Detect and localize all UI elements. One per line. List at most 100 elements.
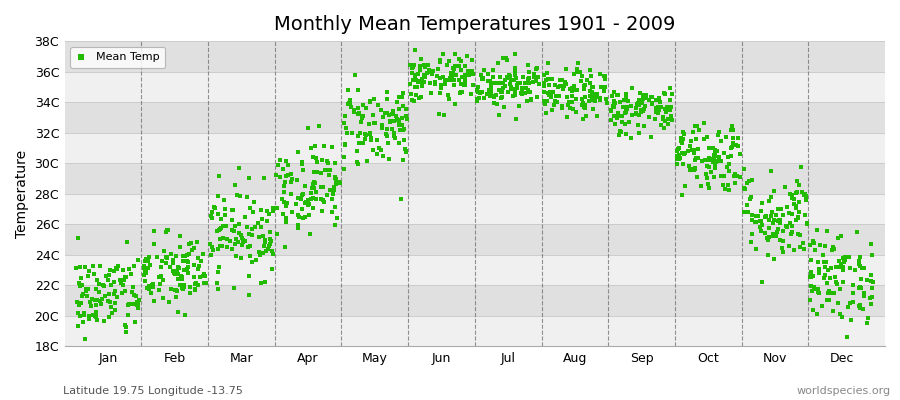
Mean Temp bbox=[569, 109, 583, 115]
Mean Temp bbox=[347, 72, 362, 78]
Mean Temp bbox=[417, 79, 431, 85]
Mean Temp bbox=[75, 282, 89, 288]
Mean Temp bbox=[844, 317, 859, 324]
Mean Temp bbox=[528, 66, 543, 72]
Mean Temp bbox=[140, 285, 155, 292]
Mean Temp bbox=[380, 133, 394, 139]
Mean Temp bbox=[245, 232, 259, 238]
Mean Temp bbox=[733, 150, 747, 157]
Mean Temp bbox=[96, 283, 111, 290]
Mean Temp bbox=[234, 232, 248, 238]
Mean Temp bbox=[761, 225, 776, 231]
Mean Temp bbox=[163, 251, 177, 257]
Mean Temp bbox=[504, 84, 518, 90]
Mean Temp bbox=[242, 272, 256, 279]
Mean Temp bbox=[538, 110, 553, 116]
Mean Temp bbox=[615, 129, 629, 135]
Mean Temp bbox=[176, 286, 190, 292]
Mean Temp bbox=[162, 264, 176, 270]
Mean Temp bbox=[688, 164, 703, 171]
Mean Temp bbox=[749, 219, 763, 225]
Mean Temp bbox=[366, 112, 381, 118]
Mean Temp bbox=[517, 74, 531, 80]
Mean Temp bbox=[438, 77, 453, 83]
Mean Temp bbox=[382, 112, 396, 118]
Mean Temp bbox=[866, 279, 880, 285]
Mean Temp bbox=[388, 135, 402, 142]
Mean Temp bbox=[580, 77, 594, 83]
Mean Temp bbox=[337, 165, 351, 172]
Mean Temp bbox=[663, 97, 678, 104]
Mean Temp bbox=[255, 216, 269, 222]
Mean Temp bbox=[754, 222, 769, 228]
Mean Temp bbox=[807, 247, 822, 254]
Mean Temp bbox=[98, 293, 112, 300]
Mean Temp bbox=[316, 197, 330, 204]
Mean Temp bbox=[792, 232, 806, 238]
Mean Temp bbox=[609, 115, 624, 121]
Mean Temp bbox=[433, 57, 447, 63]
Mean Temp bbox=[708, 158, 723, 165]
Mean Temp bbox=[525, 96, 539, 102]
Mean Temp bbox=[374, 147, 388, 153]
Mean Temp bbox=[676, 136, 690, 142]
Mean Temp bbox=[699, 170, 714, 177]
Mean Temp bbox=[497, 104, 511, 110]
Mean Temp bbox=[303, 196, 318, 202]
Mean Temp bbox=[176, 284, 191, 290]
Mean Temp bbox=[493, 80, 508, 87]
Mean Temp bbox=[720, 154, 734, 160]
Legend: Mean Temp: Mean Temp bbox=[70, 47, 165, 68]
Mean Temp bbox=[211, 245, 225, 252]
Mean Temp bbox=[78, 264, 93, 270]
Mean Temp bbox=[714, 173, 728, 180]
Mean Temp bbox=[520, 98, 535, 104]
Mean Temp bbox=[660, 104, 674, 110]
Mean Temp bbox=[604, 107, 618, 114]
Mean Temp bbox=[167, 287, 182, 293]
Mean Temp bbox=[252, 252, 266, 258]
Mean Temp bbox=[212, 264, 226, 270]
Mean Temp bbox=[143, 262, 157, 268]
Mean Temp bbox=[280, 200, 294, 207]
Mean Temp bbox=[836, 259, 850, 266]
Mean Temp bbox=[607, 98, 621, 104]
Mean Temp bbox=[277, 188, 292, 195]
Mean Temp bbox=[409, 77, 423, 84]
Mean Temp bbox=[407, 97, 421, 104]
Mean Temp bbox=[410, 78, 425, 84]
Mean Temp bbox=[412, 63, 427, 70]
Mean Temp bbox=[500, 57, 514, 63]
Mean Temp bbox=[619, 130, 634, 137]
Mean Temp bbox=[310, 159, 324, 165]
Mean Temp bbox=[320, 167, 335, 173]
Mean Temp bbox=[562, 98, 577, 105]
Mean Temp bbox=[608, 100, 622, 106]
Mean Temp bbox=[93, 263, 107, 269]
Mean Temp bbox=[740, 202, 754, 208]
Mean Temp bbox=[576, 100, 590, 106]
Mean Temp bbox=[116, 282, 130, 288]
Mean Temp bbox=[553, 83, 567, 89]
Mean Temp bbox=[307, 169, 321, 176]
Mean Temp bbox=[620, 106, 634, 112]
Mean Temp bbox=[725, 144, 740, 151]
Mean Temp bbox=[161, 227, 176, 234]
Mean Temp bbox=[89, 314, 104, 320]
Mean Temp bbox=[121, 302, 135, 308]
Mean Temp bbox=[789, 216, 804, 223]
Mean Temp bbox=[338, 142, 353, 148]
Mean Temp bbox=[607, 113, 621, 119]
Mean Temp bbox=[356, 113, 371, 119]
Mean Temp bbox=[213, 236, 228, 242]
Mean Temp bbox=[803, 242, 817, 248]
Mean Temp bbox=[716, 181, 730, 188]
Mean Temp bbox=[175, 285, 189, 292]
Mean Temp bbox=[357, 136, 372, 142]
Mean Temp bbox=[138, 268, 152, 274]
Mean Temp bbox=[242, 231, 256, 237]
Mean Temp bbox=[720, 164, 734, 170]
Mean Temp bbox=[110, 266, 124, 272]
Mean Temp bbox=[354, 119, 368, 126]
Mean Temp bbox=[131, 301, 146, 307]
